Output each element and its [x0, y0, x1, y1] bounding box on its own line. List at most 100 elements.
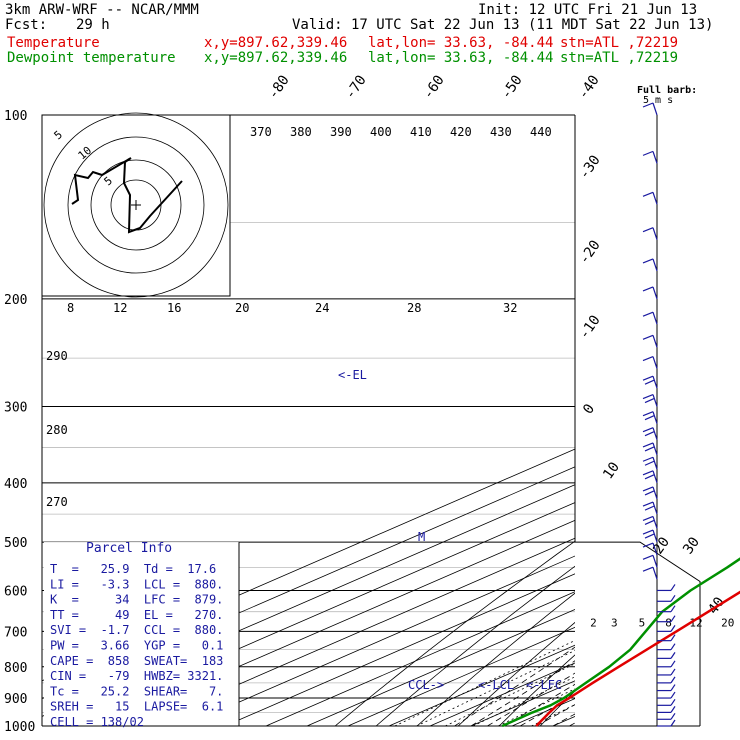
hodograph-speed-label-12: 12: [113, 301, 127, 315]
wind-barb-staff: [652, 258, 658, 272]
wind-barb-staff: [652, 286, 658, 300]
isotherm--50: [224, 573, 575, 726]
wind-barb-flag: [642, 470, 654, 476]
theta-e-label-370: 370: [250, 125, 272, 139]
wind-barb-flag: [642, 334, 654, 340]
valid-time: Valid: 17 UTC Sat 22 Jun 13 (11 MDT Sat …: [292, 17, 714, 33]
wind-barb-flag: [670, 625, 676, 632]
moist-adiabat-22: [520, 694, 575, 726]
model-title: 3km ARW-WRF -- NCAR/MMM: [5, 2, 199, 18]
wind-barb-550: [642, 554, 658, 568]
wind-barb-flag-2: [644, 519, 655, 526]
wind-barb-160: [642, 227, 658, 240]
isotherm--30: [306, 609, 575, 726]
mixing-ratio-20: [531, 704, 575, 726]
moist-adiabat-10: [470, 660, 575, 726]
wind-barb-180: [642, 258, 658, 272]
parcel-info-row-0: T = 25.9 Td = 17.6: [50, 562, 216, 576]
legend-temperature-station: stn=ATL ,72219: [560, 35, 679, 51]
isotherm--80: [101, 519, 575, 726]
wind-barb-700: [657, 625, 676, 632]
wind-barb-975: [657, 712, 676, 720]
wind-barb-staff: [652, 356, 658, 369]
wind-barb-flag: [670, 643, 676, 650]
temperature-line: [535, 590, 740, 727]
dry-adiabat-290: [498, 654, 575, 726]
isotherm--40: [265, 591, 575, 726]
wind-barb-340: [642, 427, 658, 440]
mixing-ratio-12: [498, 688, 575, 726]
isotherm--70: [142, 537, 575, 726]
lfc-annotation: <-LFC: [526, 678, 562, 692]
wind-barb-flag: [642, 375, 654, 381]
pressure-label-700: 700: [4, 625, 27, 640]
isotherm--60: [183, 555, 575, 726]
theta-label-270: 270: [46, 495, 68, 509]
wind-barb-staff: [652, 529, 658, 543]
parcel-info-title: Parcel Info: [86, 541, 172, 556]
parcel-info-row-7: CIN = -79 HWBZ= 3321.: [50, 669, 223, 683]
hodograph-trace: [71, 157, 183, 234]
wind-barb-260: [642, 355, 658, 369]
wind-barb-flag: [642, 442, 654, 448]
wind-barb-320: [642, 411, 658, 424]
isotherm-20: [511, 698, 575, 726]
wind-barb-925: [657, 698, 676, 706]
wind-barb-825: [657, 668, 676, 676]
wind-barbs: [642, 102, 676, 727]
theta-e-label-400: 400: [370, 125, 392, 139]
wind-barb-staff: [652, 516, 658, 529]
pressure-label-600: 600: [4, 584, 27, 599]
wind-barb-flag-2: [644, 533, 655, 539]
wind-barb-flag: [642, 427, 654, 433]
parcel-info-row-1: LI = -3.3 LCL = 880.: [50, 577, 223, 591]
wind-barb-525: [642, 542, 658, 556]
wind-barb-flag: [642, 191, 654, 197]
wind-barb-650: [657, 605, 676, 613]
wind-barb-staff: [652, 470, 658, 484]
isotherm-label--30: -30: [576, 152, 604, 182]
wind-barb-flag-2: [644, 431, 655, 437]
parcel-info-row-4: SVI = -1.7 CCL = 880.: [50, 623, 223, 637]
wind-barb-flag: [642, 501, 654, 507]
parcel-info-row-6: CAPE = 858 SWEAT= 183: [50, 654, 223, 668]
wind-barb-280: [642, 375, 658, 389]
dewpoint-line: [501, 557, 740, 728]
mixing-ratio-label-8: 8: [665, 616, 672, 629]
wind-barb-flag: [642, 542, 654, 548]
pressure-label-300: 300: [4, 401, 27, 416]
wind-barb-flag: [642, 554, 654, 560]
wind-barb-staff: [652, 486, 658, 500]
wind-barb-staff: [652, 411, 658, 424]
wind-barb-flag: [642, 258, 654, 264]
wind-barb-staff: [652, 542, 658, 556]
moist-adiabat-6: [454, 646, 575, 726]
wind-barb-775: [657, 652, 676, 659]
legend-dewpoint-name: Dewpoint temperature: [7, 50, 176, 66]
wind-barb-flag-2: [644, 474, 655, 480]
theta-e-label-390: 390: [330, 125, 352, 139]
wind-barb-flag: [670, 706, 676, 713]
wind-barb-staff: [652, 335, 658, 348]
hodograph-ring-3: [43, 112, 229, 298]
isotherm-label-30: 30: [680, 534, 703, 557]
forecast-label: Fcst:: [5, 17, 48, 33]
wind-barb-staff: [652, 312, 658, 325]
theta-e-label-410: 410: [410, 125, 432, 139]
hodograph-speed-label-24: 24: [315, 301, 329, 315]
theta-label-280: 280: [46, 423, 68, 437]
wind-barb-flag: [670, 691, 676, 699]
isotherm-label-10: 10: [600, 459, 623, 482]
wind-barb-380: [642, 456, 658, 470]
hodograph-speed-label-20: 20: [235, 301, 249, 315]
parcel-info-row-9: SREH = 15 LAPSE= 6.1: [50, 700, 223, 714]
wind-barb-flag: [642, 411, 654, 417]
wind-barb-staff: [652, 501, 658, 515]
wind-barb-240: [642, 334, 658, 348]
wind-barb-flag-2: [644, 415, 655, 421]
wind-barb-575: [642, 566, 658, 580]
dry-adiabat-340: [704, 115, 740, 726]
wind-barb-staff: [652, 555, 658, 568]
